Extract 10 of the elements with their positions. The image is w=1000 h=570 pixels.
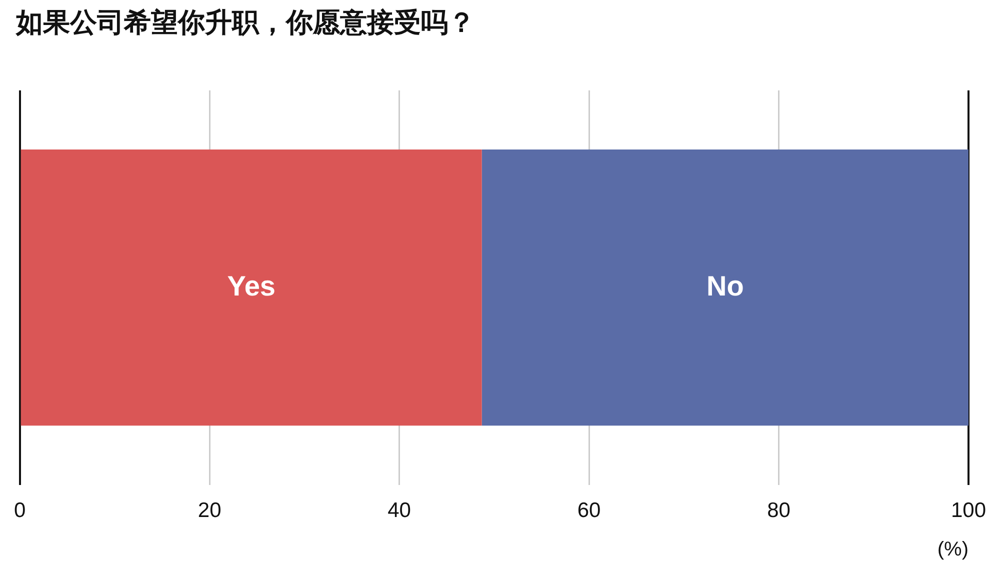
x-tick-label: 20 [198, 499, 222, 522]
x-tick-label: 0 [14, 499, 26, 522]
chart-title: 如果公司希望你升职，你愿意接受吗？ [15, 8, 475, 38]
x-tick-label: 100 [950, 499, 986, 522]
series-label: No [706, 270, 744, 302]
x-tick-label: 80 [767, 499, 790, 522]
x-axis-title: (%) [937, 538, 968, 561]
x-tick-label: 60 [577, 499, 601, 522]
series-label: Yes [227, 270, 276, 302]
x-tick-label: 40 [388, 499, 411, 522]
